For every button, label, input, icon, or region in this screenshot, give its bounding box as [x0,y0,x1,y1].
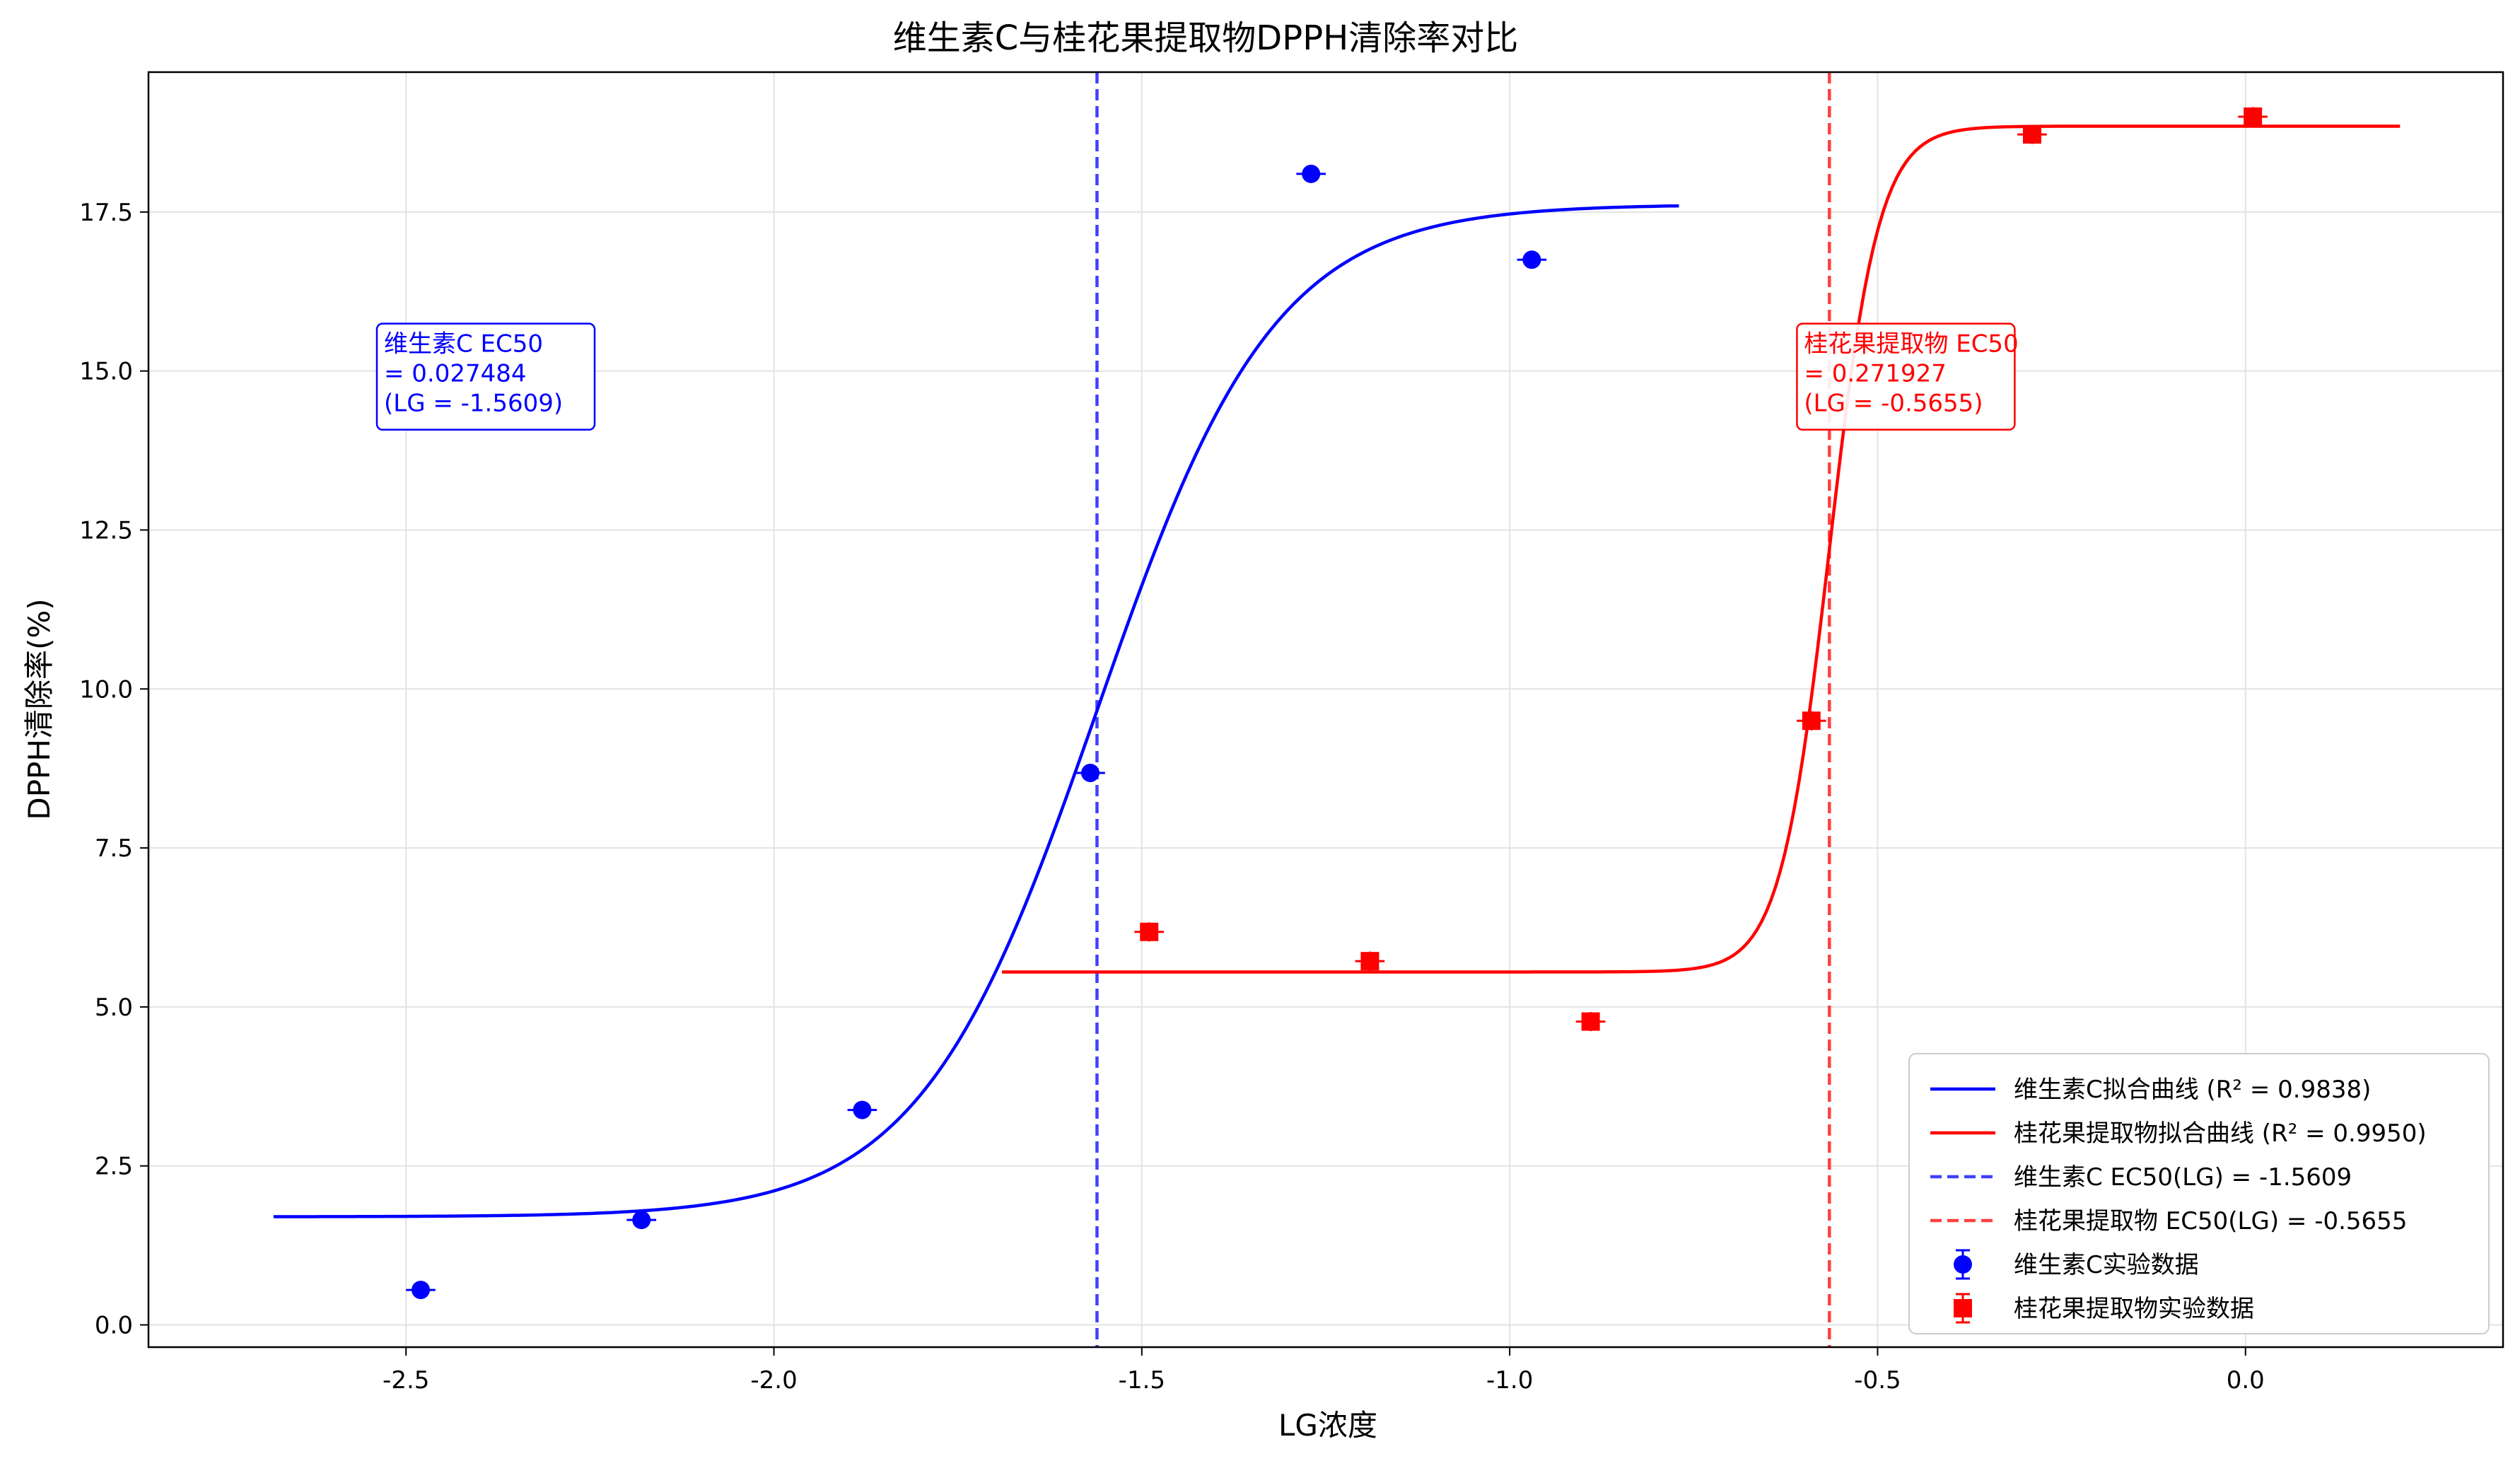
legend: 维生素C拟合曲线 (R² = 0.9838) 桂花果提取物拟合曲线 (R² = 0… [1908,1053,2490,1334]
fit-curves [273,124,2401,1218]
y-tick-label: 7.5 [95,834,133,863]
legend-label: 桂花果提取物拟合曲线 (R² = 0.9950) [2014,1119,2427,1148]
fit-curve-line [1002,124,2401,974]
chart-title: 维生素C与桂花果提取物DPPH清除率对比 [893,18,1518,58]
annotation-box [1796,322,2016,431]
annotation-text: (LG = -1.5609) [384,390,563,418]
data-point [1802,711,1821,730]
y-tick-label: 12.5 [79,516,133,545]
data-point [1140,922,1159,941]
y-tick-label: 0.0 [95,1312,133,1340]
y-tick-label: 5.0 [95,994,133,1022]
annotation-text: 桂花果提取物 EC50 [1804,330,2018,359]
osmanthus-ec50-annotation: 桂花果提取物 EC50= 0.271927(LG = -0.5655) [1796,322,2019,431]
data-point [412,1281,431,1300]
annotation-text: 维生素C EC50 [384,330,543,359]
x-tick-label: 0.0 [2227,1366,2265,1395]
y-axis-label: DPPH清除率(%) [22,598,57,820]
annotation-text: = 0.271927 [1804,360,1947,388]
data-point [1581,1012,1600,1031]
fit-curve-line [273,204,1679,1218]
plot-frame [147,71,2504,1349]
legend-label: 维生素C EC50(LG) = -1.5609 [2014,1163,2352,1192]
vitc-ec50-annotation: 维生素C EC50= 0.027484(LG = -1.5609) [375,322,596,431]
data-point [632,1211,651,1230]
data-point [1081,763,1099,782]
legend-swatch [1954,1299,1972,1317]
data-point [1522,250,1541,269]
legend-swatch [1954,1255,1972,1274]
legend-label: 桂花果提取物 EC50(LG) = -0.5655 [2014,1207,2407,1235]
x-tick-label: -1.0 [1486,1366,1533,1395]
data-point [1302,164,1321,183]
data-point [2023,125,2041,144]
data-point [853,1100,872,1119]
y-tick-label: 2.5 [95,1153,133,1181]
x-tick-label: -1.5 [1119,1366,1165,1395]
grid [148,72,2503,1347]
axis-ticks: -2.5 -2.0 -1.5 -1.0 -0.5 0.0 0.0 2.5 5.0 7.5 10.0 1… [79,199,2265,1395]
y-tick-label: 17.5 [79,199,133,227]
y-tick-label: 10.0 [79,675,133,704]
annotation-box [375,322,596,431]
data-point [2244,107,2263,126]
data-point [1360,952,1379,971]
x-tick-label: -2.0 [750,1366,797,1395]
x-tick-label: -2.5 [383,1366,429,1395]
legend-box [1908,1053,2490,1334]
x-axis-label: LG浓度 [1278,1408,1377,1443]
legend-label: 维生素C实验数据 [2014,1251,2199,1279]
annotation-text: (LG = -0.5655) [1804,390,1983,418]
annotation-text: = 0.027484 [384,360,527,388]
data-points [406,107,2268,1300]
y-tick-label: 15.0 [79,358,133,386]
legend-label: 维生素C拟合曲线 (R² = 0.9838) [2014,1076,2371,1104]
legend-label: 桂花果提取物实验数据 [2014,1295,2254,1323]
x-tick-label: -0.5 [1854,1366,1901,1395]
annotations: 维生素C EC50= 0.027484(LG = -1.5609) 桂花果提取物 … [375,322,2019,431]
